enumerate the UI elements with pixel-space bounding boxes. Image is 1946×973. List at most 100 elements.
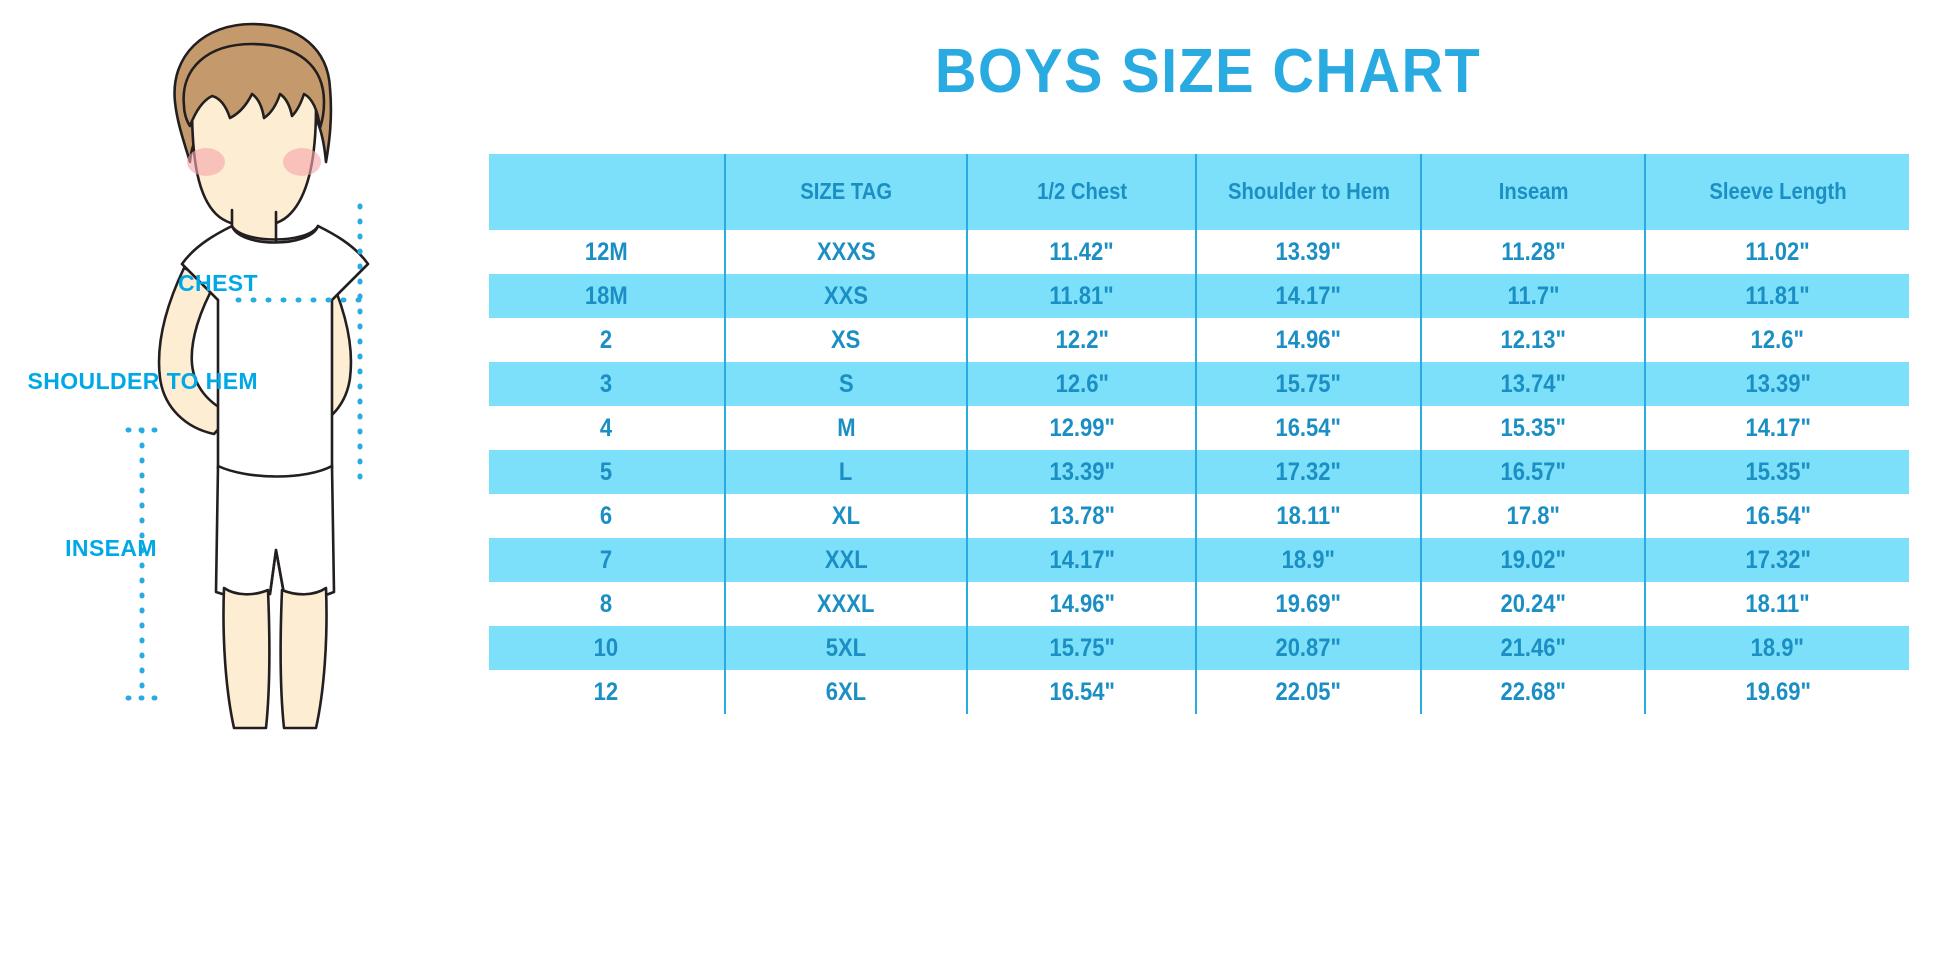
column-header-inseam: Inseam — [1419, 154, 1646, 230]
page-title: BOYS SIZE CHART — [934, 37, 1482, 106]
cell-text: 16.54" — [1275, 413, 1342, 442]
cell-size: 12M — [489, 230, 725, 274]
table-row: 6 XL 13.78" 18.11" 17.8" 16.54" — [489, 494, 1909, 538]
boy-illustration — [125, 22, 370, 730]
size-table-container: SIZE TAG 1/2 Chest Shoulder to Hem Inseam Sl… — [489, 154, 1909, 714]
cell-value: 19.69" — [1195, 582, 1421, 626]
cell-text: 8 — [600, 589, 613, 618]
cell-size: 8 — [489, 582, 725, 626]
cell-size: 18M — [489, 274, 725, 318]
cell-text: 17.8" — [1506, 501, 1560, 530]
cell-value: 18.9" — [1644, 626, 1909, 670]
cell-value: 18.11" — [1644, 582, 1909, 626]
cell-value: 13.39" — [1195, 230, 1421, 274]
cell-text: 18.11" — [1276, 501, 1341, 530]
table-header-row: SIZE TAG 1/2 Chest Shoulder to Hem Inseam Sl… — [489, 154, 1909, 230]
cell-text: 13.39" — [1275, 237, 1342, 266]
cell-text: 21.46" — [1500, 633, 1566, 662]
cell-size: 4 — [489, 406, 725, 450]
cell-text: 14.17" — [1744, 413, 1811, 442]
cell-text: S — [838, 369, 854, 398]
cell-value: 22.05" — [1195, 670, 1421, 714]
cell-value: 19.02" — [1419, 538, 1646, 582]
table-row: 3 S 12.6" 15.75" 13.74" 13.39" — [489, 362, 1909, 406]
cell-text: 16.54" — [1049, 677, 1115, 706]
cell-value: XXXL — [723, 582, 968, 626]
label-shoulder-to-hem: SHOULDER TO HEM — [27, 368, 258, 394]
cell-value: 16.54" — [966, 670, 1197, 714]
cell-text: 22.05" — [1275, 677, 1342, 706]
column-header-shoulder-to-hem: Shoulder to Hem — [1195, 154, 1421, 230]
cell-value: 22.68" — [1419, 670, 1646, 714]
size-table: SIZE TAG 1/2 Chest Shoulder to Hem Inseam Sl… — [489, 154, 1909, 714]
cell-value: 15.35" — [1419, 406, 1646, 450]
cell-text: 17.32" — [1275, 457, 1342, 486]
cell-text: 12.6" — [1055, 369, 1109, 398]
cell-text: 15.35" — [1500, 413, 1566, 442]
cell-text: 13.39" — [1744, 369, 1811, 398]
column-header-size-tag: SIZE TAG — [723, 154, 968, 230]
cell-text: 7 — [600, 545, 613, 574]
cell-text: 10 — [594, 633, 619, 662]
cell-text: 18.9" — [1751, 633, 1805, 662]
cell-text: 12.2" — [1055, 325, 1109, 354]
cell-text: 16.54" — [1744, 501, 1811, 530]
cell-value: L — [723, 450, 968, 494]
cell-value: 16.57" — [1419, 450, 1646, 494]
cell-value: 15.75" — [966, 626, 1197, 670]
cell-text: 12 — [594, 677, 619, 706]
cell-value: 6XL — [723, 670, 968, 714]
cell-text: 15.75" — [1275, 369, 1342, 398]
cell-text: 14.96" — [1275, 325, 1342, 354]
table-row: 5 L 13.39" 17.32" 16.57" 15.35" — [489, 450, 1909, 494]
cell-value: 15.35" — [1644, 450, 1909, 494]
cell-text: 12.99" — [1049, 413, 1115, 442]
cell-text: L — [839, 457, 853, 486]
cell-text: XXXL — [817, 589, 875, 618]
column-header-label: 1/2 Chest — [1036, 178, 1127, 205]
cell-text: 17.32" — [1744, 545, 1811, 574]
cell-value: 12.6" — [966, 362, 1197, 406]
cell-text: 14.17" — [1049, 545, 1115, 574]
cell-value: 13.39" — [966, 450, 1197, 494]
cell-text: XS — [831, 325, 861, 354]
cell-text: 20.87" — [1275, 633, 1342, 662]
illustration-panel: CHEST SHOULDER TO HEM INSEAM — [0, 0, 470, 973]
cell-text: XL — [832, 501, 861, 530]
cell-size: 6 — [489, 494, 725, 538]
cell-value: 15.75" — [1195, 362, 1421, 406]
cell-value: 20.24" — [1419, 582, 1646, 626]
cell-text: 14.96" — [1049, 589, 1115, 618]
cell-text: M — [836, 413, 856, 442]
cell-text: 12.13" — [1500, 325, 1566, 354]
cell-value: 20.87" — [1195, 626, 1421, 670]
cell-value: 11.28" — [1419, 230, 1646, 274]
cell-text: 4 — [600, 413, 613, 442]
column-header-label: Sleeve Length — [1709, 178, 1847, 205]
column-header-size — [489, 154, 725, 230]
column-header-1-2-chest: 1/2 Chest — [966, 154, 1197, 230]
cell-value: 11.81" — [1644, 274, 1909, 318]
cell-size: 7 — [489, 538, 725, 582]
cell-text: 2 — [600, 325, 613, 354]
cell-text: 11.81" — [1049, 281, 1114, 310]
table-row: 12 6XL 16.54" 22.05" 22.68" 19.69" — [489, 670, 1909, 714]
cell-text: XXS — [824, 281, 869, 310]
cell-text: 13.74" — [1500, 369, 1566, 398]
cell-size: 5 — [489, 450, 725, 494]
cell-value: M — [723, 406, 968, 450]
cell-text: 22.68" — [1500, 677, 1566, 706]
cell-value: 16.54" — [1644, 494, 1909, 538]
column-header-label: Inseam — [1498, 178, 1569, 205]
cell-value: 5XL — [723, 626, 968, 670]
table-row: 12M XXXS 11.42" 13.39" 11.28" 11.02" — [489, 230, 1909, 274]
cell-text: 19.02" — [1500, 545, 1566, 574]
cell-value: 17.8" — [1419, 494, 1646, 538]
cell-text: 15.35" — [1744, 457, 1811, 486]
table-row: 4 M 12.99" 16.54" 15.35" 14.17" — [489, 406, 1909, 450]
label-inseam: INSEAM — [65, 535, 157, 561]
cell-value: XXL — [723, 538, 968, 582]
cell-text: 18.9" — [1281, 545, 1336, 574]
cell-value: 21.46" — [1419, 626, 1646, 670]
table-row: 18M XXS 11.81" 14.17" 11.7" 11.81" — [489, 274, 1909, 318]
